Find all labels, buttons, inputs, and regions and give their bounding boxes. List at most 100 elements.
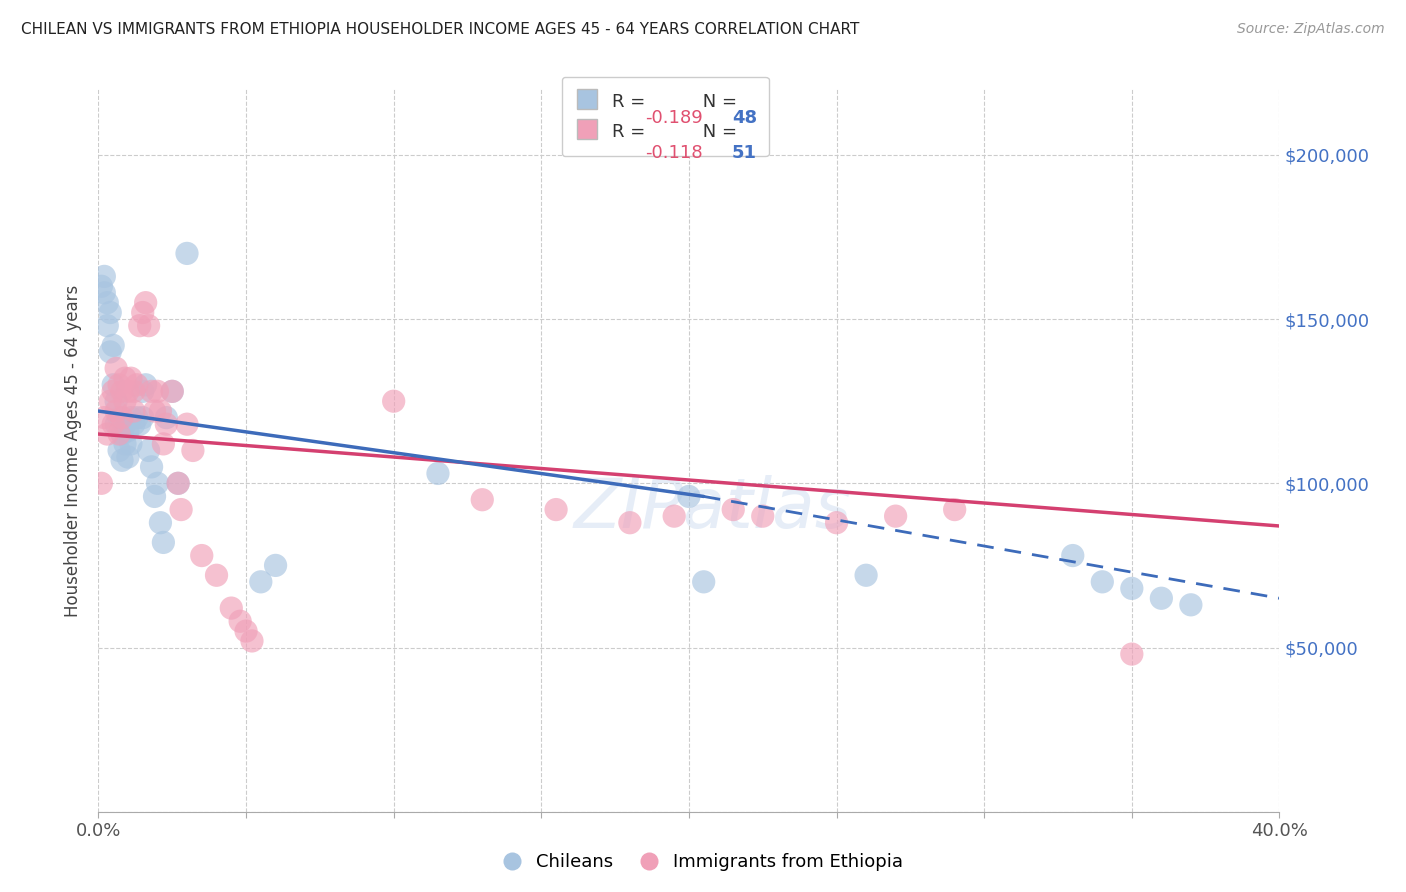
Point — [143, 490, 166, 504]
Point — [884, 509, 907, 524]
Point — [90, 279, 112, 293]
Point — [93, 285, 115, 300]
Point — [382, 394, 405, 409]
Point — [162, 384, 183, 399]
Point — [155, 417, 177, 432]
Point — [1180, 598, 1202, 612]
Text: -0.189: -0.189 — [645, 109, 703, 127]
Point — [152, 437, 174, 451]
Point — [108, 443, 131, 458]
Point — [167, 476, 190, 491]
Y-axis label: Householder Income Ages 45 - 64 years: Householder Income Ages 45 - 64 years — [65, 285, 83, 616]
Point — [619, 516, 641, 530]
Point — [752, 509, 775, 524]
Point — [149, 404, 172, 418]
Point — [181, 443, 204, 458]
Point — [117, 384, 139, 399]
Point — [167, 476, 190, 491]
Point — [664, 509, 686, 524]
Point — [143, 404, 166, 418]
Point — [221, 601, 243, 615]
Point — [117, 450, 139, 464]
Point — [264, 558, 287, 573]
Point — [120, 371, 142, 385]
Point — [132, 410, 155, 425]
Point — [191, 549, 214, 563]
Point — [1121, 582, 1143, 596]
Point — [149, 516, 172, 530]
Point — [105, 361, 128, 376]
Point — [146, 384, 169, 399]
Point — [141, 384, 163, 399]
Point — [943, 502, 966, 516]
Point — [114, 371, 136, 385]
Text: CHILEAN VS IMMIGRANTS FROM ETHIOPIA HOUSEHOLDER INCOME AGES 45 - 64 YEARS CORREL: CHILEAN VS IMMIGRANTS FROM ETHIOPIA HOUS… — [21, 22, 859, 37]
Point — [250, 574, 273, 589]
Point — [427, 467, 450, 481]
Point — [93, 410, 115, 425]
Legend: Chileans, Immigrants from Ethiopia: Chileans, Immigrants from Ethiopia — [496, 847, 910, 879]
Point — [122, 384, 145, 399]
Point — [114, 394, 136, 409]
Point — [103, 338, 125, 352]
Point — [103, 384, 125, 399]
Point — [105, 394, 128, 409]
Point — [135, 295, 157, 310]
Point — [98, 394, 121, 409]
Text: Source: ZipAtlas.com: Source: ZipAtlas.com — [1237, 22, 1385, 37]
Point — [240, 634, 263, 648]
Point — [90, 476, 112, 491]
Point — [125, 410, 148, 425]
Point — [128, 318, 150, 333]
Point — [96, 427, 118, 442]
Point — [152, 535, 174, 549]
Point — [678, 490, 700, 504]
Point — [111, 410, 134, 425]
Point — [108, 377, 131, 392]
Point — [114, 417, 136, 432]
Point — [125, 377, 148, 392]
Point — [93, 269, 115, 284]
Point — [120, 437, 142, 451]
Point — [103, 417, 125, 432]
Point — [96, 318, 118, 333]
Point — [693, 574, 716, 589]
Point — [117, 424, 139, 438]
Point — [723, 502, 745, 516]
Point — [138, 318, 160, 333]
Point — [471, 492, 494, 507]
Legend: R =          N =   , R =          N =   : R = N = , R = N = — [561, 77, 769, 156]
Point — [176, 417, 198, 432]
Point — [122, 404, 145, 418]
Point — [176, 246, 198, 260]
Point — [128, 417, 150, 432]
Point — [98, 345, 121, 359]
Point — [1121, 647, 1143, 661]
Point — [855, 568, 877, 582]
Point — [205, 568, 228, 582]
Point — [111, 427, 134, 442]
Point — [105, 404, 128, 418]
Point — [122, 417, 145, 432]
Point — [1091, 574, 1114, 589]
Text: 51: 51 — [733, 144, 756, 161]
Point — [825, 516, 848, 530]
Point — [114, 437, 136, 451]
Point — [1150, 591, 1173, 606]
Point — [111, 384, 134, 399]
Point — [103, 377, 125, 392]
Text: ZIPatlas: ZIPatlas — [574, 475, 852, 541]
Point — [1062, 549, 1084, 563]
Text: 48: 48 — [731, 109, 756, 127]
Point — [546, 502, 568, 516]
Point — [146, 476, 169, 491]
Point — [132, 305, 155, 319]
Point — [111, 453, 134, 467]
Point — [229, 614, 252, 628]
Point — [108, 410, 131, 425]
Point — [132, 384, 155, 399]
Point — [138, 443, 160, 458]
Point — [170, 502, 193, 516]
Point — [155, 410, 177, 425]
Point — [235, 624, 257, 639]
